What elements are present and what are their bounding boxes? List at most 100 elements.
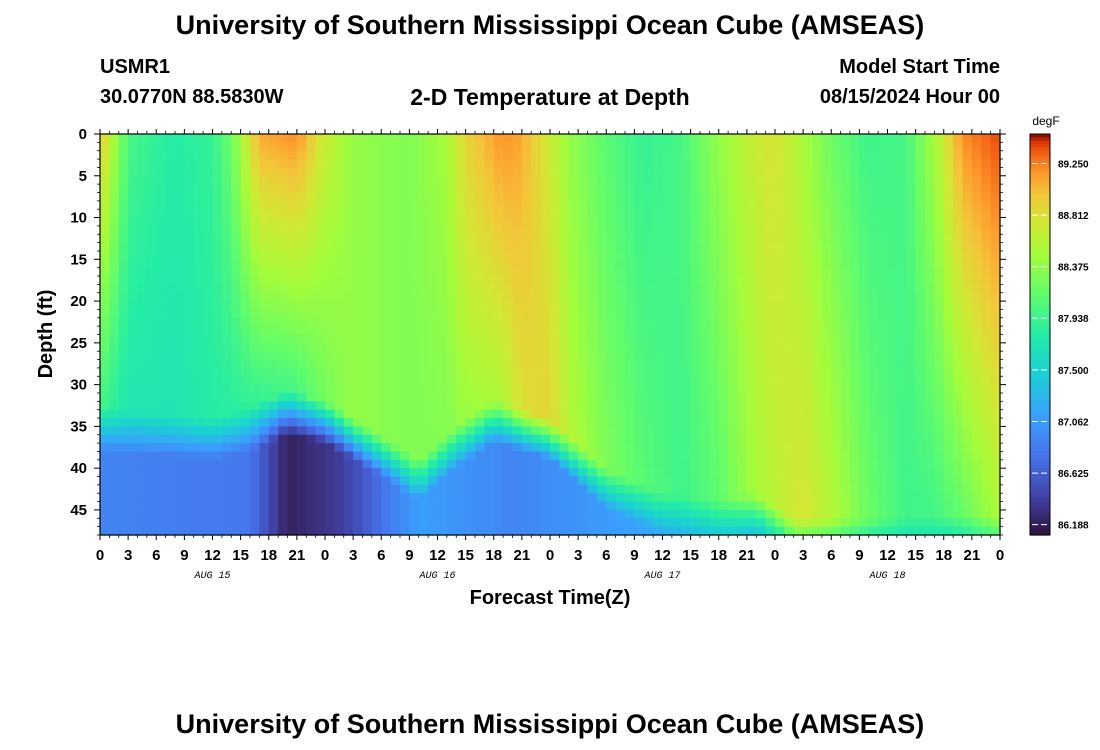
heatmap-cell bbox=[156, 184, 167, 194]
heatmap-cell bbox=[418, 309, 429, 319]
heatmap-cell bbox=[306, 192, 317, 202]
heatmap-cell bbox=[803, 334, 814, 344]
heatmap-cell bbox=[812, 376, 823, 386]
heatmap-cell bbox=[728, 209, 739, 219]
heatmap-cell bbox=[971, 276, 982, 285]
heatmap-cell bbox=[962, 509, 973, 519]
heatmap-cell bbox=[296, 250, 307, 260]
heatmap-cell bbox=[184, 468, 195, 478]
heatmap-cell bbox=[137, 142, 148, 152]
heatmap-cell bbox=[165, 468, 176, 478]
heatmap-cell bbox=[193, 484, 204, 494]
heatmap-cell bbox=[109, 317, 120, 327]
heatmap-cell bbox=[400, 317, 410, 327]
heatmap-cell bbox=[990, 459, 1001, 469]
heatmap-cell bbox=[981, 309, 992, 319]
heatmap-cell bbox=[212, 259, 223, 269]
heatmap-cell bbox=[334, 134, 345, 143]
heatmap-cell bbox=[315, 459, 326, 469]
heatmap-cell bbox=[765, 250, 776, 260]
heatmap-cell bbox=[400, 184, 410, 194]
heatmap-cell bbox=[521, 376, 532, 386]
heatmap-cell bbox=[512, 175, 523, 185]
heatmap-cell bbox=[175, 392, 185, 402]
heatmap-cell bbox=[915, 493, 926, 503]
heatmap-cell bbox=[737, 267, 748, 277]
heatmap-cell bbox=[325, 359, 335, 369]
heatmap-cell bbox=[165, 234, 176, 244]
heatmap-cell bbox=[512, 526, 523, 536]
heatmap-cell bbox=[746, 234, 757, 244]
heatmap-cell bbox=[325, 317, 335, 327]
heatmap-cell bbox=[784, 418, 795, 427]
heatmap-cell bbox=[850, 468, 860, 478]
heatmap-cell bbox=[662, 426, 673, 436]
heatmap-cell bbox=[390, 159, 401, 169]
heatmap-cell bbox=[221, 526, 232, 536]
heatmap-cell bbox=[690, 159, 701, 169]
heatmap-cell bbox=[503, 426, 514, 436]
heatmap-cell bbox=[821, 276, 832, 285]
heatmap-cell bbox=[625, 150, 635, 160]
heatmap-cell bbox=[315, 209, 326, 219]
heatmap-cell bbox=[709, 134, 720, 143]
heatmap-cell bbox=[850, 184, 860, 194]
heatmap-cell bbox=[821, 326, 832, 336]
heatmap-cell bbox=[250, 367, 260, 377]
heatmap-cell bbox=[259, 234, 270, 244]
heatmap-cell bbox=[259, 301, 270, 311]
heatmap-cell bbox=[775, 217, 785, 227]
heatmap-cell bbox=[278, 459, 289, 469]
heatmap-cell bbox=[850, 276, 860, 285]
heatmap-cell bbox=[259, 426, 270, 436]
colorbar-segment bbox=[1030, 177, 1050, 182]
heatmap-cell bbox=[653, 376, 664, 386]
heatmap-cell bbox=[784, 159, 795, 169]
heatmap-cell bbox=[446, 192, 457, 202]
heatmap-cell bbox=[315, 267, 326, 277]
heatmap-cell bbox=[643, 334, 654, 344]
heatmap-cell bbox=[690, 301, 701, 311]
heatmap-cell bbox=[503, 434, 514, 444]
heatmap-cell bbox=[184, 292, 195, 302]
heatmap-cell bbox=[175, 367, 185, 377]
heatmap-cell bbox=[850, 509, 860, 519]
heatmap-cell bbox=[859, 184, 870, 194]
heatmap-cell bbox=[671, 434, 682, 444]
heatmap-cell bbox=[906, 509, 917, 519]
heatmap-cell bbox=[193, 384, 204, 394]
heatmap-cell bbox=[990, 418, 1001, 427]
heatmap-cell bbox=[953, 359, 964, 369]
heatmap-cell bbox=[681, 451, 692, 461]
heatmap-cell bbox=[625, 392, 635, 402]
heatmap-cell bbox=[146, 409, 157, 419]
heatmap-cell bbox=[278, 200, 289, 210]
heatmap-cell bbox=[700, 518, 710, 528]
heatmap-cell bbox=[118, 493, 129, 503]
heatmap-cell bbox=[109, 526, 120, 536]
heatmap-cell bbox=[728, 359, 739, 369]
heatmap-cell bbox=[662, 484, 673, 494]
heatmap-cell bbox=[240, 309, 251, 319]
heatmap-cell bbox=[400, 209, 410, 219]
heatmap-cell bbox=[521, 184, 532, 194]
heatmap-cell bbox=[550, 443, 560, 453]
heatmap-cell bbox=[109, 150, 120, 160]
heatmap-cell bbox=[812, 225, 823, 235]
heatmap-cell bbox=[746, 384, 757, 394]
heatmap-cell bbox=[671, 150, 682, 160]
heatmap-cell bbox=[531, 276, 542, 285]
heatmap-cell bbox=[578, 384, 589, 394]
heatmap-cell bbox=[165, 459, 176, 469]
heatmap-cell bbox=[484, 200, 495, 210]
heatmap-cell bbox=[296, 392, 307, 402]
heatmap-cell bbox=[184, 334, 195, 344]
heatmap-cell bbox=[765, 150, 776, 160]
heatmap-cell bbox=[643, 451, 654, 461]
heatmap-cell bbox=[850, 217, 860, 227]
heatmap-cell bbox=[653, 501, 664, 511]
heatmap-cell bbox=[278, 209, 289, 219]
heatmap-cell bbox=[596, 426, 607, 436]
colorbar-segment bbox=[1030, 137, 1050, 142]
heatmap-cell bbox=[146, 292, 157, 302]
